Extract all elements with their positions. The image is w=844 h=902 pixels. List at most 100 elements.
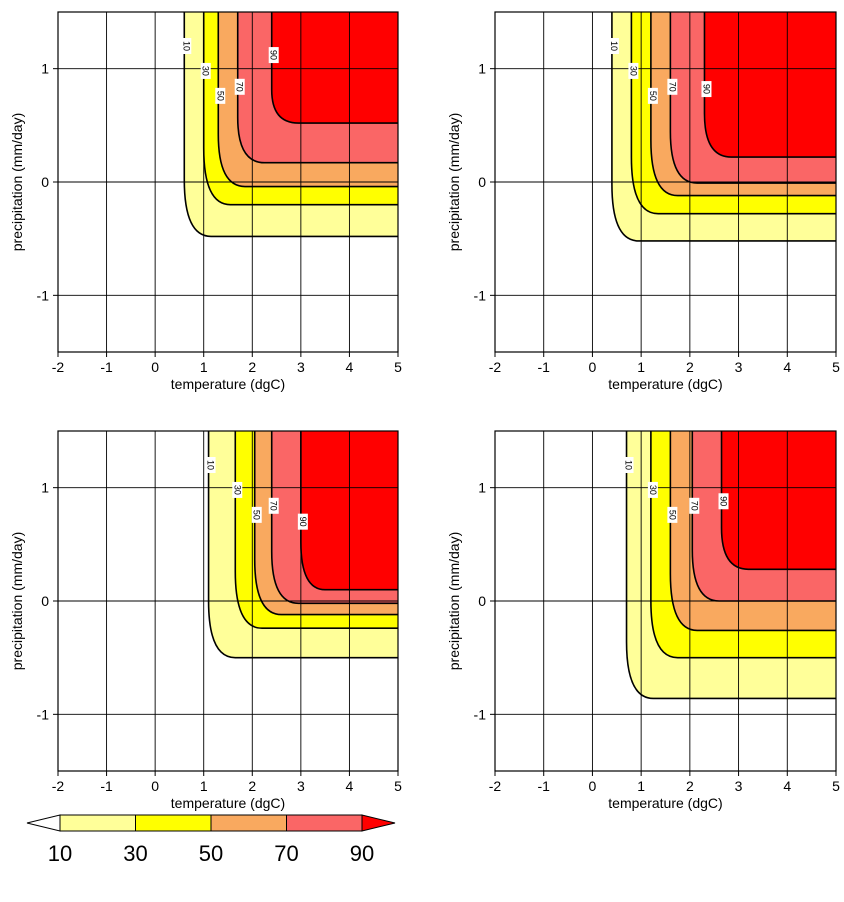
x-tick-label: 4	[783, 359, 791, 375]
contour-line-50	[669, 431, 836, 632]
contour-label-bg	[215, 87, 226, 104]
y-tick-label: 0	[41, 593, 49, 609]
contour-label-bg	[268, 497, 279, 514]
contour-label-bg	[667, 78, 678, 95]
x-tick-label: 5	[394, 359, 402, 375]
y-tick-label: -1	[474, 287, 487, 303]
contour-label: 90	[298, 517, 308, 527]
contour-label: 50	[215, 91, 225, 101]
x-tick-label: -1	[537, 778, 550, 794]
x-tick-label: 1	[200, 359, 208, 375]
contour-fills	[625, 431, 836, 700]
contour-band-90	[721, 431, 836, 570]
contour-label-bg	[232, 481, 243, 498]
y-tick-label: 0	[41, 174, 49, 190]
colorbar-tick-label: 30	[123, 841, 147, 866]
contour-line-90	[720, 431, 836, 571]
x-axis-label: temperature (dgC)	[608, 376, 722, 392]
x-tick-label: 2	[686, 778, 694, 794]
contour-label-bg	[234, 78, 245, 95]
contour-line-70	[669, 12, 836, 184]
contour-label: 30	[628, 66, 638, 76]
contour-label: 90	[269, 50, 279, 60]
contour-line-10	[625, 431, 836, 700]
colorbar-segment	[135, 814, 212, 832]
grid-lines	[58, 431, 398, 771]
x-tick-label: -2	[489, 778, 502, 794]
x-tick-label: 1	[637, 359, 645, 375]
contour-label: 10	[181, 41, 191, 51]
y-tick-label: 1	[478, 61, 486, 77]
grid-lines	[495, 12, 836, 352]
contour-line-50	[217, 12, 398, 188]
colorbar-tick-label: 50	[199, 841, 223, 866]
contour-labels: 10 30 50 70 90	[608, 38, 712, 104]
y-axis-label: precipitation (mm/day)	[9, 113, 25, 252]
colorbar: 10 30 50 70 90	[26, 814, 396, 866]
contour-label: 70	[667, 82, 677, 92]
contour-label: 90	[701, 84, 711, 94]
contour-label-bg	[608, 38, 619, 54]
contour-label: 70	[235, 82, 245, 92]
contour-labels: 10 30 50 70 90	[205, 457, 308, 530]
x-tick-label: -1	[537, 359, 550, 375]
x-axis-label: temperature (dgC)	[171, 795, 285, 811]
colorbar-tick-label: 10	[48, 841, 72, 866]
contour-line-70	[270, 431, 398, 605]
y-tick-label: 0	[478, 593, 486, 609]
x-tick-label: 4	[783, 778, 791, 794]
contour-line-70	[236, 12, 398, 164]
grid-lines	[495, 431, 836, 771]
x-tick-label: -2	[489, 359, 502, 375]
colorbar-segment	[59, 814, 136, 832]
contour-label: 50	[252, 510, 262, 520]
y-axis-label: precipitation (mm/day)	[9, 532, 25, 671]
y-tick-label: -1	[37, 706, 50, 722]
contour-label: 70	[689, 501, 699, 511]
x-tick-label: 1	[200, 778, 208, 794]
x-tick-label: 2	[248, 778, 256, 794]
contour-label: 30	[201, 66, 211, 76]
contour-fills	[207, 431, 398, 659]
contour-labels: 10 30 50 70 90	[623, 457, 729, 523]
y-tick-label: 1	[478, 480, 486, 496]
contour-line-90	[703, 12, 836, 158]
contour-label-bg	[268, 47, 279, 64]
y-tick-label: -1	[474, 706, 487, 722]
y-tick-label: 0	[478, 174, 486, 190]
x-tick-label: -1	[100, 778, 113, 794]
colorbar-tick-label: 70	[274, 841, 298, 866]
x-tick-label: 3	[735, 359, 743, 375]
y-tick-label: 1	[41, 480, 49, 496]
contour-fills	[611, 12, 836, 242]
contour-line-90	[270, 12, 398, 124]
contour-band-90	[704, 12, 836, 158]
contour-label: 30	[648, 485, 658, 495]
colorbar-extend-high	[361, 814, 396, 832]
x-tick-label: 0	[589, 778, 597, 794]
contour-line-30	[234, 431, 398, 629]
contour-label: 10	[624, 460, 634, 470]
colorbar-segment	[286, 814, 363, 832]
contour-line-10	[611, 12, 836, 242]
contour-label-bg	[689, 497, 700, 514]
contour-label: 30	[232, 485, 242, 495]
contour-label-bg	[181, 38, 192, 54]
x-tick-label: 2	[686, 359, 694, 375]
contour-label: 10	[609, 41, 619, 51]
y-tick-label: -1	[37, 287, 50, 303]
contour-label-bg	[647, 481, 658, 498]
x-tick-label: 3	[297, 359, 305, 375]
x-axis-label: temperature (dgC)	[608, 795, 722, 811]
x-axis-label: temperature (dgC)	[171, 376, 285, 392]
contour-band-90	[300, 431, 398, 590]
contour-line-10	[207, 431, 398, 659]
x-tick-label: -2	[52, 359, 65, 375]
y-tick-label: 1	[41, 61, 49, 77]
x-tick-label: 0	[151, 778, 159, 794]
contour-label-bg	[205, 457, 216, 473]
